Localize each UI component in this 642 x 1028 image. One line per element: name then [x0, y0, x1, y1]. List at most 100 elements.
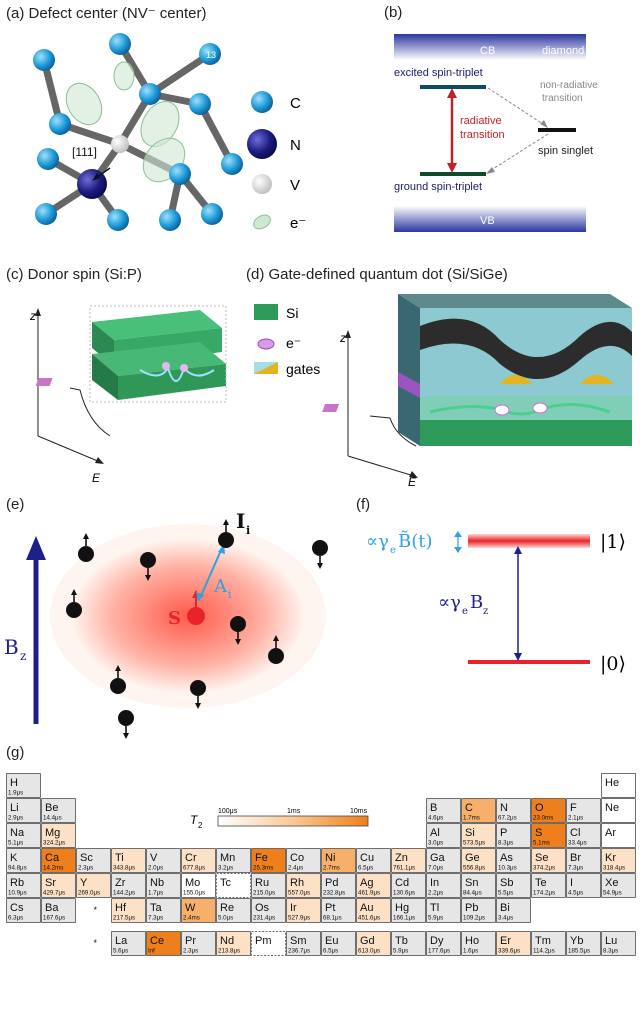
element-symbol: K [10, 852, 18, 864]
element-t2-value: 5.5μs [498, 890, 513, 897]
element-symbol: S [535, 827, 542, 839]
element-t2-value: 10.3μs [498, 865, 517, 872]
element-cell-Tl: Tl5.9μs [426, 898, 461, 923]
element-t2-value: 677.8μs [183, 865, 205, 872]
element-symbol: Dy [430, 935, 444, 947]
t2-colorbar: T 2 100μs 1ms 10ms [190, 808, 369, 830]
ket-1-label: |1⟩ [600, 531, 626, 553]
element-symbol: He [605, 777, 619, 789]
element-cell-La: La5.6μs [111, 931, 146, 956]
element-t2-value: 557.0μs [288, 890, 310, 897]
nitrogen-atom [77, 169, 107, 199]
ii-label: I [236, 509, 245, 533]
element-symbol: Na [10, 827, 25, 839]
atom-index-label: 13 [206, 50, 216, 60]
panel-d-quantum-dot: Si e⁻ gates z E [254, 294, 632, 486]
element-t2-value: 527.9μs [288, 915, 310, 922]
zeeman-expr-subscript: e [462, 606, 468, 617]
element-cell-Tb: Tb5.9μs [391, 931, 426, 956]
element-t2-value: 5.6μs [113, 948, 128, 955]
noise-expr: ∝γ [366, 531, 389, 552]
t2-tick-2: 10ms [350, 808, 368, 815]
element-symbol: P [500, 827, 507, 839]
element-t2-value: 2.9μs [8, 815, 23, 822]
ai-label: A [213, 576, 228, 597]
element-t2-value: 2.0μs [148, 865, 163, 872]
element-cell-Cu: Cu6.5μs [356, 848, 391, 873]
element-symbol: C [465, 802, 473, 814]
element-cell-Co: Co2.4μs [286, 848, 321, 873]
element-symbol: Xe [605, 877, 618, 889]
element-cell-Ho: Ho1.6μs [461, 931, 496, 956]
ii-subscript: i [246, 524, 250, 537]
element-t2-value: 7.0μs [428, 865, 443, 872]
element-cell-Nb: Nb1.7μs [146, 873, 181, 898]
zeeman-field: B [470, 592, 483, 613]
element-cell-Tc: Tc [216, 873, 251, 898]
element-symbol: Ti [115, 852, 124, 864]
element-symbol: Yb [570, 935, 583, 947]
element-t2-value: 167.6μs [43, 915, 65, 922]
element-t2-value: 130.6μs [393, 890, 415, 897]
bz-subscript: z [20, 649, 26, 663]
element-t2-value: 109.2μs [463, 915, 485, 922]
element-symbol: Nb [150, 877, 164, 889]
element-symbol: Ir [290, 902, 297, 914]
element-t2-value: 185.5μs [568, 948, 590, 955]
element-symbol: * [94, 905, 98, 915]
element-cell-P: P8.3μs [496, 823, 531, 848]
element-cell-I: I4.5μs [566, 873, 601, 898]
element-symbol: Ce [150, 935, 164, 947]
element-cell-Cs: Cs6.3μs [6, 898, 41, 923]
element-symbol: * [94, 938, 98, 948]
nuclear-spin [118, 710, 134, 739]
element-t2-value: 25.3ms [253, 865, 273, 872]
element-t2-value: 1.7μs [148, 890, 163, 897]
element-cell-Sb: Sb5.5μs [496, 873, 531, 898]
ai-subscript: i [228, 588, 232, 601]
legend-v: V [290, 177, 300, 194]
element-t2-value: 231.4μs [253, 915, 275, 922]
z-axis-label: z [339, 331, 346, 345]
element-cell-Na: Na5.1μs [6, 823, 41, 848]
element-t2-value: 54.9μs [603, 890, 622, 897]
vacancy-atom [111, 135, 129, 153]
element-t2-value: 2.7ms [323, 865, 340, 872]
element-t2-value: 2.3μs [183, 948, 198, 955]
element-symbol: Tb [395, 935, 408, 947]
element-t2-value: 177.6μs [428, 948, 450, 955]
panel-b-title: (b) [384, 4, 403, 21]
element-cell-Pm: Pm [251, 931, 286, 956]
element-symbol: Eu [325, 935, 338, 947]
element-cell-W: W2.4ms [181, 898, 216, 923]
element-symbol: V [150, 852, 158, 864]
noise-field: B̃(t) [398, 530, 433, 552]
conduction-band [394, 34, 586, 60]
nuclear-spin [190, 680, 206, 709]
element-cell-Ni: Ni2.7ms [321, 848, 356, 873]
element-symbol: Ho [465, 935, 479, 947]
element-t2-value: Inf [148, 948, 155, 955]
radiative-label-2: transition [460, 129, 505, 141]
t2-tick-1: 1ms [287, 808, 301, 815]
element-symbol: Sn [465, 877, 478, 889]
element-cell-Ta: Ta7.3μs [146, 898, 181, 923]
element-cell-Li: Li2.9μs [6, 798, 41, 823]
legend-electron-icon [257, 338, 275, 350]
element-symbol: Bi [500, 902, 510, 914]
element-cell-F: F2.1μs [566, 798, 601, 823]
element-symbol: Ga [430, 852, 446, 864]
element-symbol: Er [500, 935, 511, 947]
element-t2-value: 236.7μs [288, 948, 310, 955]
element-t2-value: 339.6μs [498, 948, 520, 955]
